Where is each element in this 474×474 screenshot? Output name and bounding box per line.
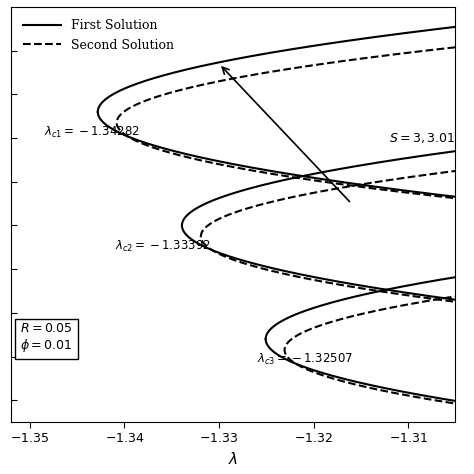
Second Solution: [414, 49, 419, 55]
Line: First Solution: First Solution: [98, 0, 474, 112]
Legend: First Solution, Second Solution: First Solution, Second Solution: [17, 13, 180, 58]
Second Solution: [137, 100, 142, 106]
First Solution: [95, 109, 100, 114]
First Solution: [335, 39, 340, 45]
First Solution: [95, 109, 100, 115]
X-axis label: $\lambda$: $\lambda$: [228, 451, 238, 467]
Text: $\lambda_{c1} = -1.34282$: $\lambda_{c1} = -1.34282$: [44, 125, 140, 140]
Text: $\lambda_{c2} = -1.33392$: $\lambda_{c2} = -1.33392$: [115, 238, 210, 254]
First Solution: [321, 41, 327, 47]
Second Solution: [130, 103, 136, 109]
Second Solution: [327, 60, 333, 66]
Second Solution: [129, 104, 135, 109]
Line: Second Solution: Second Solution: [117, 36, 474, 210]
Text: $\lambda_{c3} = -1.32507$: $\lambda_{c3} = -1.32507$: [257, 352, 353, 367]
Text: $R = 0.05$
$\phi = 0.01$: $R = 0.05$ $\phi = 0.01$: [20, 321, 73, 354]
Text: $S = 3, 3.01$: $S = 3, 3.01$: [389, 131, 456, 146]
First Solution: [319, 42, 325, 47]
